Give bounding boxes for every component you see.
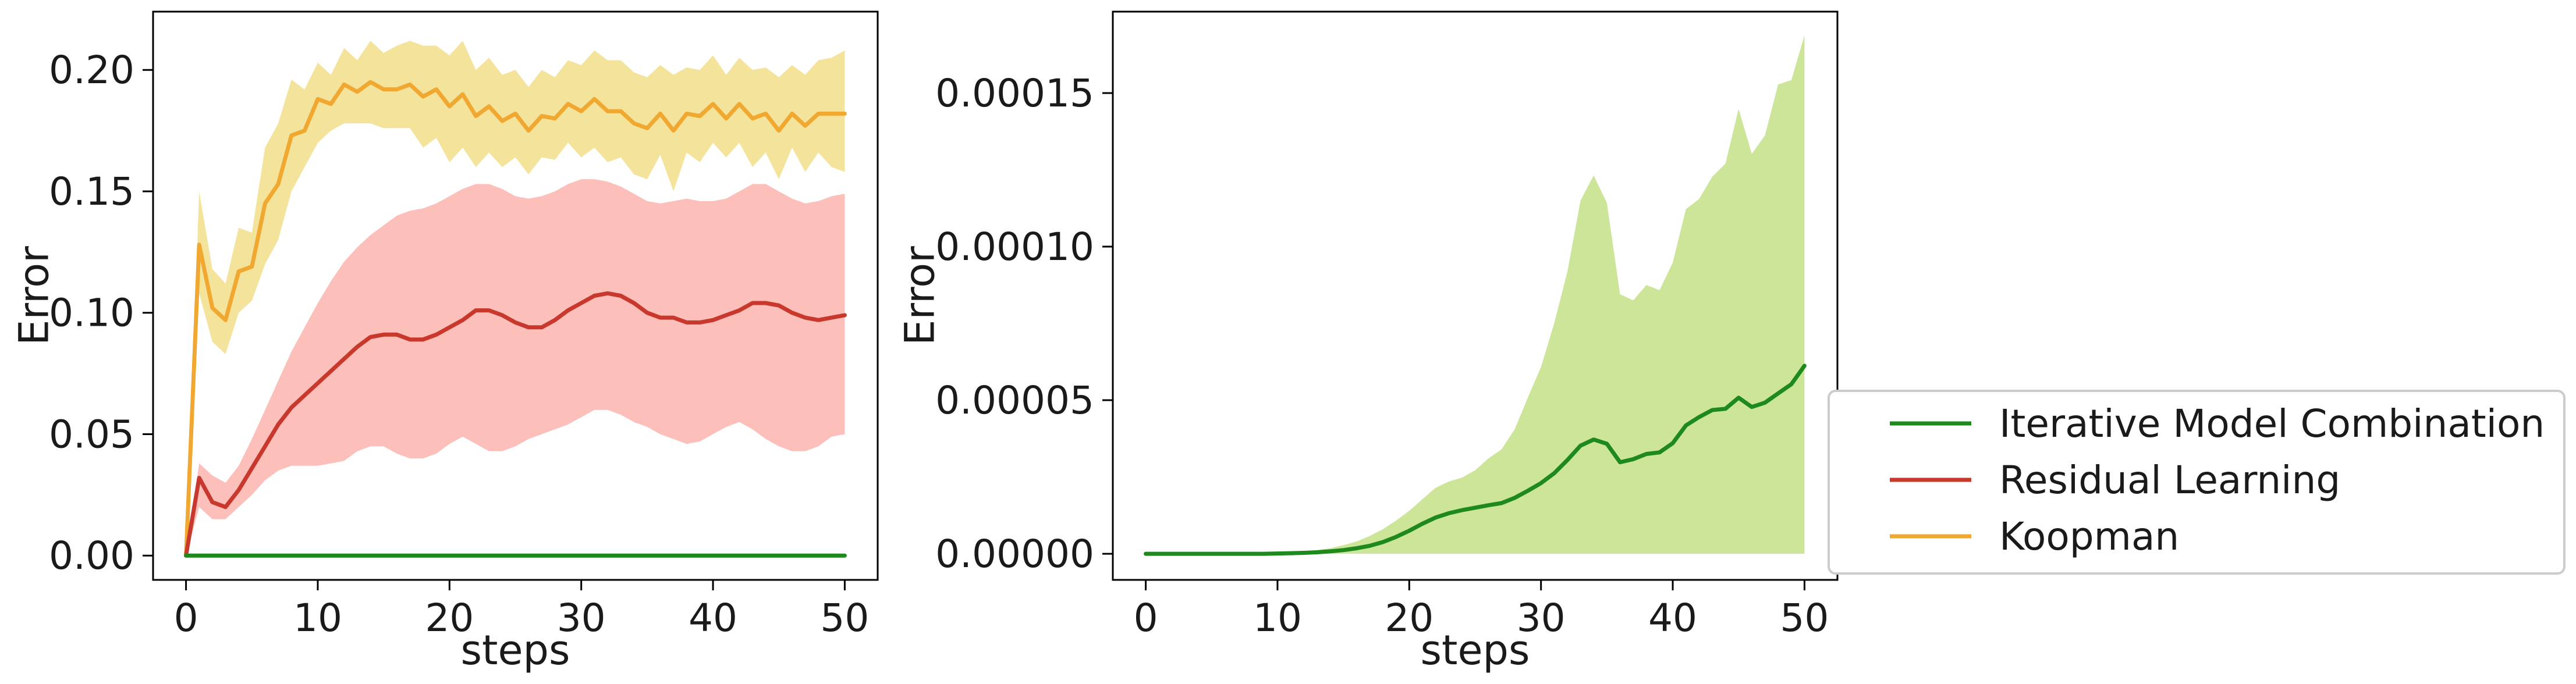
x-tick-label: 30 xyxy=(1517,596,1566,640)
y-tick-label: 0.00010 xyxy=(935,225,1094,269)
legend: Iterative Model Combination Residual Lea… xyxy=(1828,390,2566,575)
axes-frame xyxy=(1112,10,1839,581)
series-line-iterative-model-combination xyxy=(1144,364,1807,556)
x-tick-label: 0 xyxy=(1134,596,1158,640)
legend-label: Koopman xyxy=(1999,514,2179,559)
right-chart: 0 10 20 30 40 50 0.00000 0.00005 0.00010 0.00015 s… xyxy=(896,10,1839,674)
y-axis-label: Error xyxy=(896,246,944,345)
y-tick-label: 0.00005 xyxy=(935,378,1094,423)
x-axis-label: steps xyxy=(461,626,570,674)
band-iterative-model-combination xyxy=(1145,35,1805,554)
x-tick-label: 50 xyxy=(820,596,869,640)
y-tick-label: 0.05 xyxy=(49,412,134,457)
x-axis-label: steps xyxy=(1421,626,1530,674)
x-tick-label: 20 xyxy=(1385,596,1434,640)
y-tick-label: 0.20 xyxy=(49,48,134,92)
y-tick-label: 0.15 xyxy=(49,169,134,214)
legend-label: Iterative Model Combination xyxy=(1999,401,2545,446)
axes-frame xyxy=(152,10,879,581)
y-tick-label: 0.00000 xyxy=(935,532,1094,576)
legend-frame xyxy=(1828,390,2566,575)
left-chart: 0 10 20 30 40 50 0.00 0.05 0.10 0.15 0.20 steps Erro… xyxy=(10,10,879,674)
legend-entry-koopman: Koopman xyxy=(1890,514,2179,559)
series-line-residual-learning xyxy=(184,291,847,558)
x-tick-label: 10 xyxy=(293,596,342,640)
y-tick-label: 0.10 xyxy=(49,291,134,336)
series-line-koopman xyxy=(184,80,847,558)
x-tick-label: 50 xyxy=(1780,596,1829,640)
x-tick-label: 40 xyxy=(689,596,737,640)
y-tick-label: 0.00 xyxy=(49,533,134,578)
band-koopman xyxy=(186,41,845,556)
legend-label: Residual Learning xyxy=(1999,458,2340,503)
plot-area xyxy=(184,41,847,558)
x-tick-label: 20 xyxy=(425,596,474,640)
y-axis-label: Error xyxy=(10,246,58,345)
y-tick-label: 0.00015 xyxy=(935,71,1094,116)
x-tick-label: 30 xyxy=(557,596,606,640)
band-residual-learning xyxy=(186,179,845,556)
legend-entry-residual-learning: Residual Learning xyxy=(1890,458,2340,503)
legend-entry-iterative-model-combination: Iterative Model Combination xyxy=(1890,401,2545,446)
plot-area xyxy=(1144,35,1807,556)
x-tick-label: 10 xyxy=(1253,596,1302,640)
x-tick-label: 0 xyxy=(174,596,198,640)
x-tick-label: 40 xyxy=(1648,596,1697,640)
